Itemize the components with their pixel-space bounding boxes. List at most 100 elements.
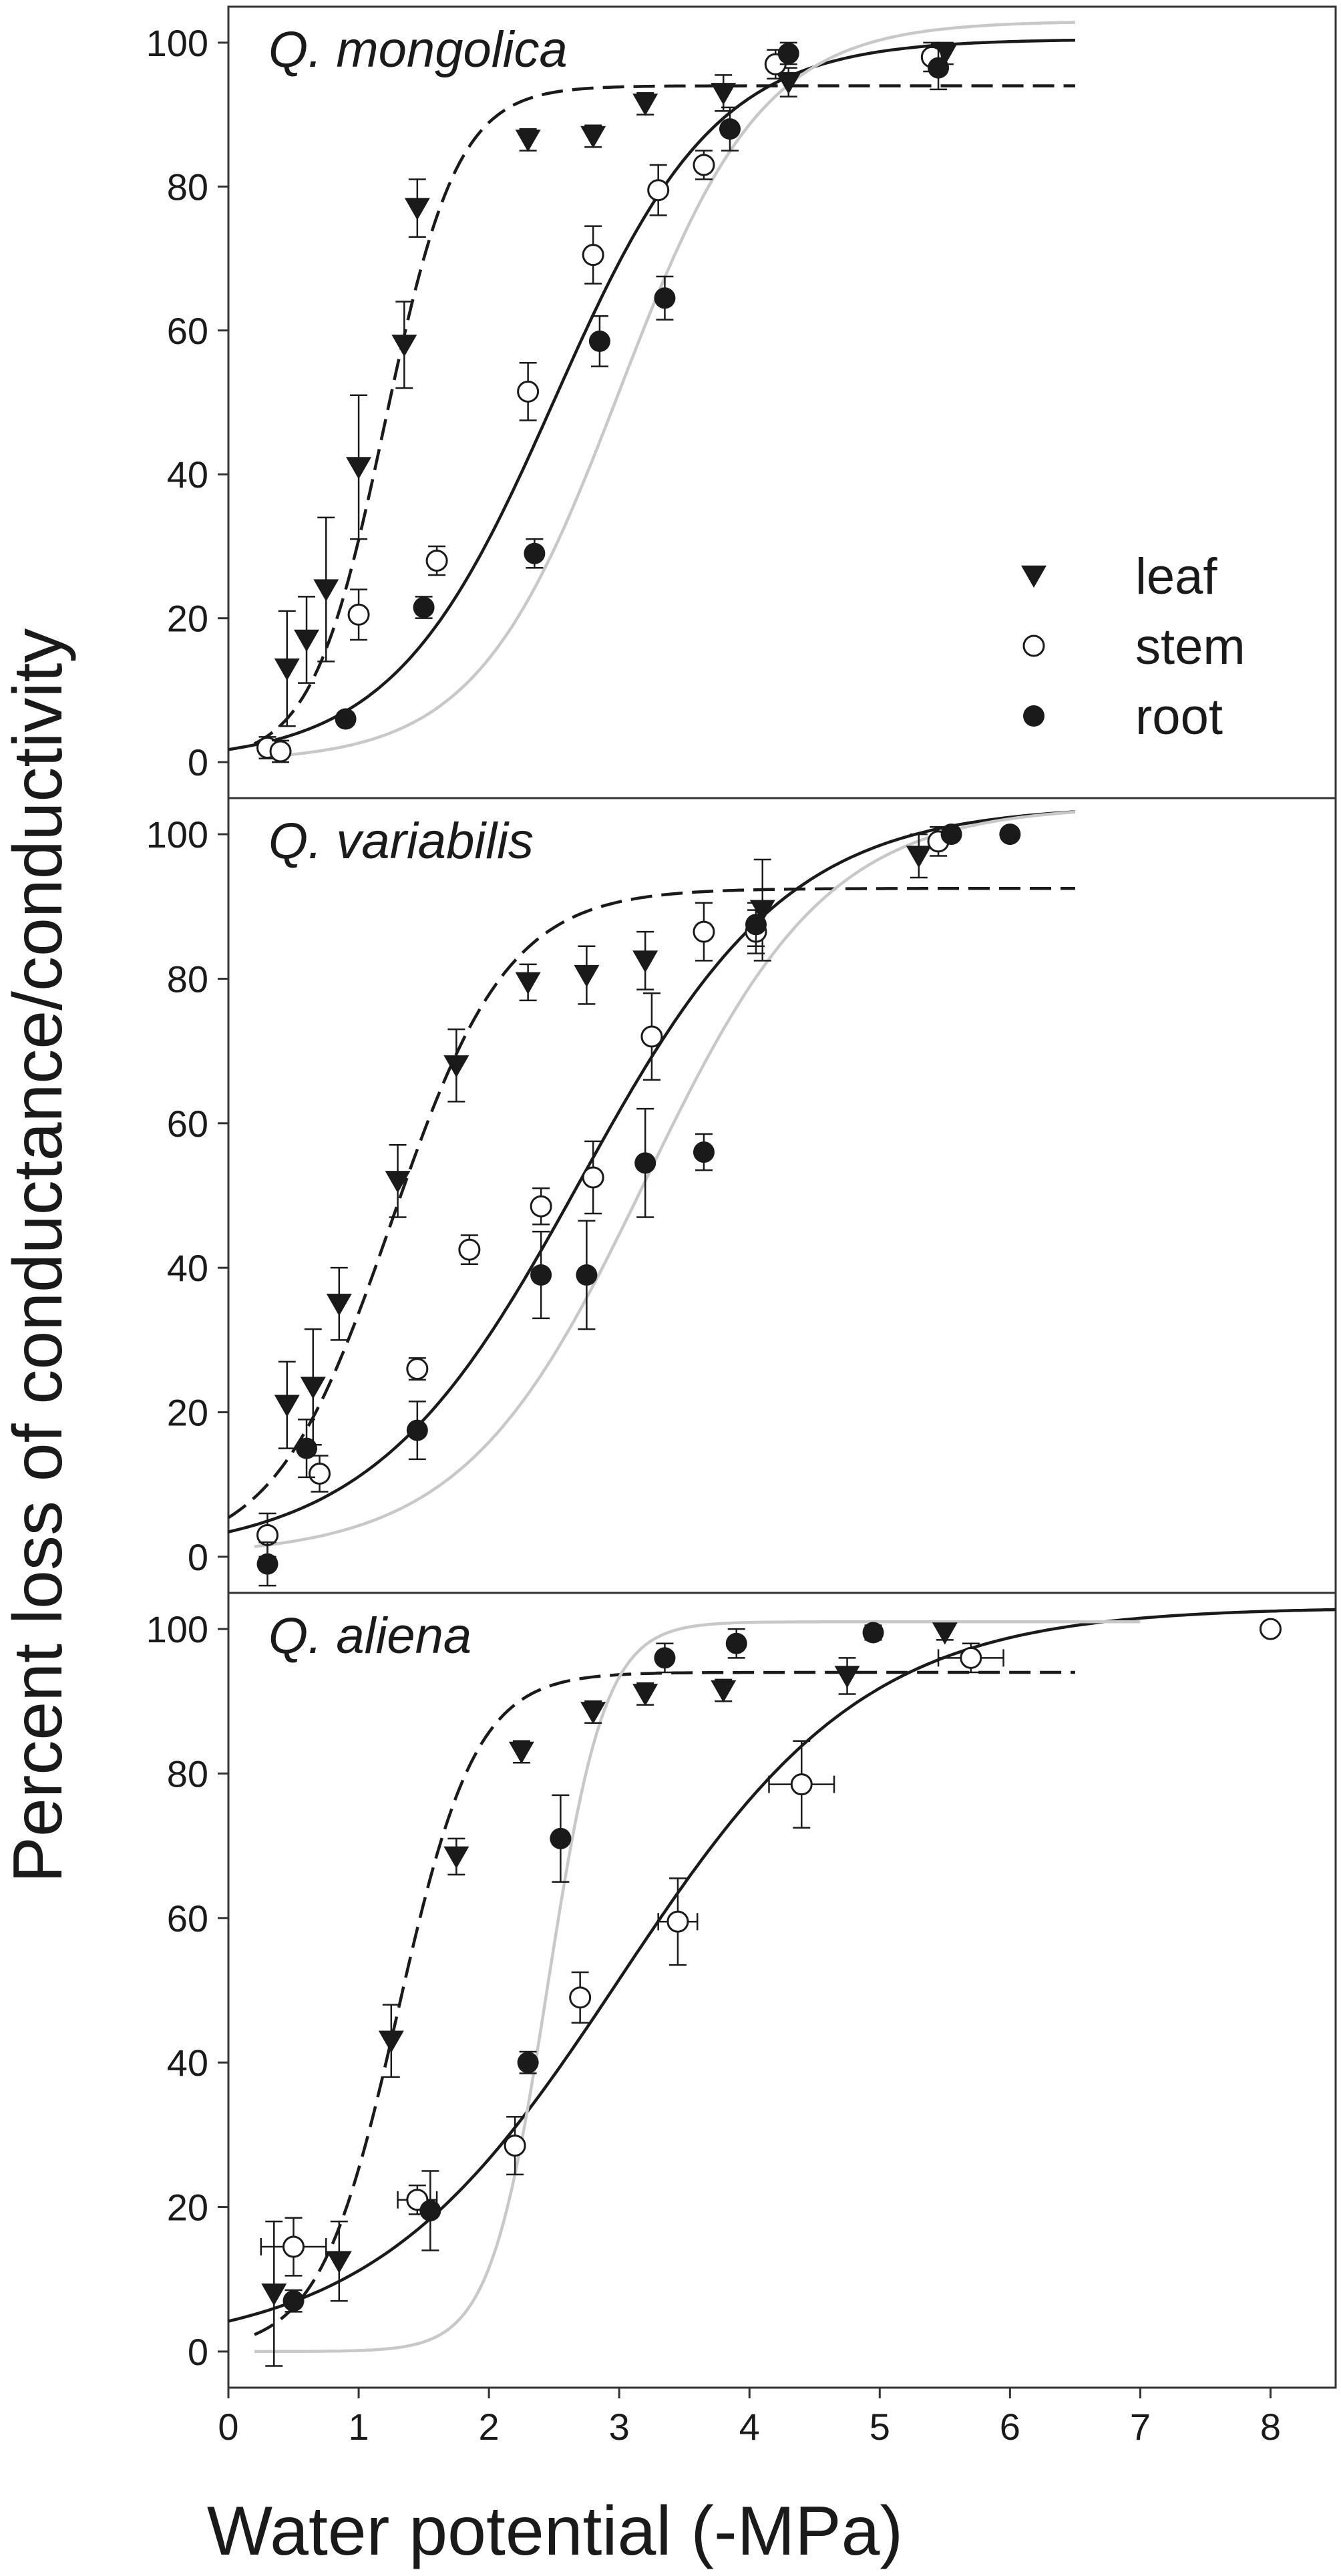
leaf-point xyxy=(632,92,658,116)
leaf-point xyxy=(326,1266,352,1341)
x-tick-label: 8 xyxy=(1260,2406,1281,2448)
panel-1: 0 20 40 60 80 100 Q. mongolica leaf stem root xyxy=(146,5,1337,799)
root-marker xyxy=(777,43,799,65)
x-tick-label: 5 xyxy=(870,2406,890,2448)
stem-marker xyxy=(666,1910,689,1933)
x-tick-label: 2 xyxy=(479,2406,500,2448)
x-tick-label: 4 xyxy=(739,2406,760,2448)
root-point xyxy=(725,1628,747,1659)
root-point xyxy=(745,902,767,948)
root-marker xyxy=(654,1647,676,1669)
stem-point xyxy=(640,992,663,1081)
leaf-marker xyxy=(378,2030,404,2053)
stem-marker xyxy=(693,920,715,943)
stem-point xyxy=(309,1455,331,1493)
leaf-marker xyxy=(580,1702,606,1724)
stem-point xyxy=(582,225,604,285)
leaf-marker xyxy=(632,94,658,116)
root-point xyxy=(296,1419,318,1479)
leaf-point xyxy=(261,2220,287,2367)
y-tick-label: 20 xyxy=(167,1392,208,1434)
root-marker xyxy=(335,708,357,730)
y-tick-label: 60 xyxy=(167,1103,208,1145)
leaf-fit-curve xyxy=(254,1670,1075,2336)
root-point xyxy=(940,823,962,846)
root-marker xyxy=(693,1141,715,1163)
leaf-marker xyxy=(775,71,801,95)
root-point xyxy=(530,1230,552,1320)
root-marker xyxy=(588,330,610,352)
leaf-marker xyxy=(834,1666,860,1688)
panel-title: Q. aliena xyxy=(268,1608,471,1664)
root-marker xyxy=(419,2199,441,2221)
y-tick-label: 80 xyxy=(167,958,208,1000)
leaf-point xyxy=(932,1622,958,1645)
stem-marker xyxy=(504,2135,526,2157)
stem-marker xyxy=(960,1646,982,1669)
stem-marker xyxy=(425,550,448,572)
stem-point xyxy=(693,902,715,962)
root-point xyxy=(413,596,435,619)
leaf-point xyxy=(632,1682,658,1706)
root-marker xyxy=(550,1827,572,1849)
y-tick-label: 60 xyxy=(167,1897,208,1940)
panel-frame xyxy=(227,797,1337,1594)
root-marker xyxy=(576,1264,598,1286)
y-tick-label: 100 xyxy=(146,1608,208,1650)
root-marker xyxy=(999,823,1021,846)
root-point xyxy=(719,106,741,152)
leaf-point xyxy=(443,1837,469,1876)
panel-frame xyxy=(227,5,1337,799)
stem-point xyxy=(657,1877,699,1966)
y-tick-label: 100 xyxy=(146,813,208,856)
stem-marker xyxy=(406,1358,429,1381)
stem-point xyxy=(582,1140,604,1215)
leaf-point xyxy=(574,945,600,1005)
root-point xyxy=(654,1642,676,1674)
stem-point xyxy=(517,362,540,421)
root-marker xyxy=(928,57,950,79)
stem-point xyxy=(768,1740,835,1829)
stem-marker xyxy=(347,603,370,626)
y-tick-label: 60 xyxy=(167,310,208,352)
panel-title: Q. mongolica xyxy=(268,21,568,78)
leaf-marker xyxy=(632,950,658,973)
root-point xyxy=(550,1794,572,1883)
root-point xyxy=(634,1107,656,1218)
leaf-point xyxy=(313,516,339,663)
leaf-point xyxy=(391,301,417,389)
leaf-point xyxy=(632,930,658,990)
stem-point xyxy=(937,1642,1004,1674)
stem-marker xyxy=(517,380,540,403)
y-tick-label: 20 xyxy=(167,2187,208,2229)
leaf-marker xyxy=(313,579,339,602)
root-point xyxy=(862,1622,884,1644)
y-tick-label: 40 xyxy=(167,2042,208,2084)
stem-point xyxy=(569,1971,592,2024)
leaf-fit-curve xyxy=(253,84,1075,745)
root-marker xyxy=(725,1632,747,1654)
y-tick-label: 80 xyxy=(167,1753,208,1795)
stem-fit-curve xyxy=(228,1608,1336,2323)
root-point xyxy=(256,1541,278,1587)
leaf-point xyxy=(906,833,932,879)
root-point xyxy=(654,275,676,321)
root-marker xyxy=(282,2290,305,2312)
leaf-marker xyxy=(508,1741,534,1765)
root-fit-curve xyxy=(280,21,1075,757)
y-tick-label: 0 xyxy=(188,1536,208,1578)
leaf-marker xyxy=(515,130,541,152)
x-tick-label: 6 xyxy=(1000,2406,1020,2448)
x-axis-label: Water potential (-MPa) xyxy=(207,2493,903,2570)
root-marker xyxy=(719,118,741,140)
y-tick-label: 40 xyxy=(167,453,208,496)
stem-marker xyxy=(640,1025,663,1048)
leaf-marker xyxy=(274,658,300,681)
leaf-marker xyxy=(391,335,417,357)
leaf-point xyxy=(300,1328,326,1446)
root-marker xyxy=(524,542,546,564)
root-marker xyxy=(654,287,676,309)
stem-marker xyxy=(458,1238,481,1261)
stem-point xyxy=(425,545,448,576)
